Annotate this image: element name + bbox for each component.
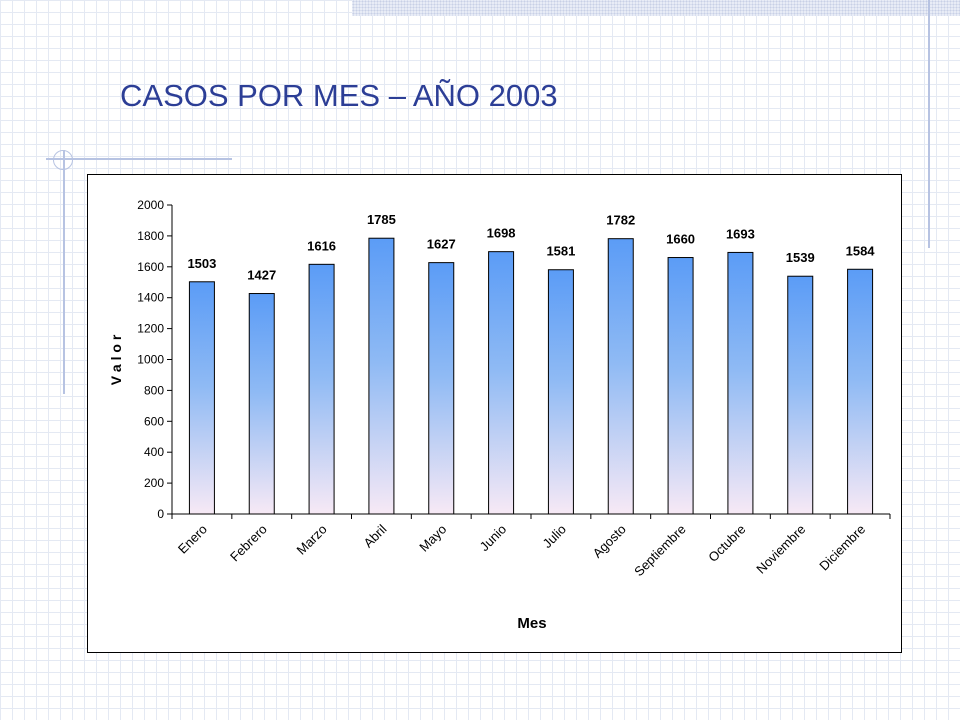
x-tick-label: Diciembre [816, 522, 868, 574]
data-label: 1785 [367, 212, 396, 227]
y-tick-label: 1000 [137, 353, 164, 367]
bar-junio [488, 251, 515, 515]
right-decorative-line [928, 0, 930, 248]
y-tick-label: 1400 [137, 291, 164, 305]
y-axis-title: V a l o r [108, 334, 124, 385]
data-label: 1782 [606, 213, 635, 228]
bar-abril [368, 237, 395, 515]
data-label: 1627 [427, 237, 456, 252]
bar-enero [188, 281, 215, 515]
left-decorative-line [63, 150, 65, 394]
data-label: 1584 [846, 243, 876, 258]
y-tick-label: 800 [144, 383, 164, 397]
y-tick-label: 0 [157, 507, 164, 521]
x-tick-label: Noviembre [753, 522, 808, 577]
bar-noviembre [787, 275, 814, 515]
bar-agosto [607, 238, 634, 515]
data-label: 1693 [726, 226, 755, 241]
x-tick-label: Abril [361, 521, 390, 550]
x-tick-label: Marzo [294, 522, 330, 558]
data-label: 1698 [487, 226, 516, 241]
data-label: 1616 [307, 238, 336, 253]
data-label: 1660 [666, 232, 695, 247]
x-tick-label: Enero [175, 522, 210, 557]
x-tick-label: Junio [477, 522, 510, 555]
bar-diciembre [847, 268, 874, 515]
y-tick-label: 400 [144, 445, 164, 459]
x-tick-label: Agosto [590, 522, 629, 561]
bar-mayo [428, 262, 455, 515]
y-tick-label: 2000 [137, 198, 164, 212]
data-label: 1539 [786, 250, 815, 265]
decorative-circle [53, 150, 73, 170]
bar-marzo [308, 263, 335, 515]
bar-febrero [248, 293, 275, 515]
data-label: 1581 [546, 244, 575, 259]
x-tick-label: Octubre [705, 522, 748, 565]
y-tick-label: 200 [144, 476, 164, 490]
data-label: 1427 [247, 268, 276, 283]
y-tick-label: 1200 [137, 322, 164, 336]
bar-julio [547, 269, 574, 515]
x-tick-label: Febrero [227, 522, 270, 565]
bar-septiembre [667, 257, 694, 515]
data-label: 1503 [187, 256, 216, 271]
title-underline [46, 158, 232, 160]
y-tick-label: 1600 [137, 260, 164, 274]
x-tick-label: Julio [540, 522, 570, 552]
chart-frame: 0 200 400 600 800 1000 1200 1400 1600 1800 2000 15… [87, 174, 902, 653]
slide-title: CASOS POR MES – AÑO 2003 [120, 78, 558, 113]
x-axis-title: Mes [517, 615, 546, 632]
y-tick-label: 1800 [137, 229, 164, 243]
x-tick-label: Mayo [416, 522, 449, 555]
top-decorative-bar [352, 0, 960, 16]
x-tick-label: Septiembre [631, 522, 689, 580]
y-tick-label: 600 [144, 414, 164, 428]
bar-chart: 0 200 400 600 800 1000 1200 1400 1600 1800 2000 15… [108, 198, 891, 632]
bar-octubre [727, 251, 754, 515]
